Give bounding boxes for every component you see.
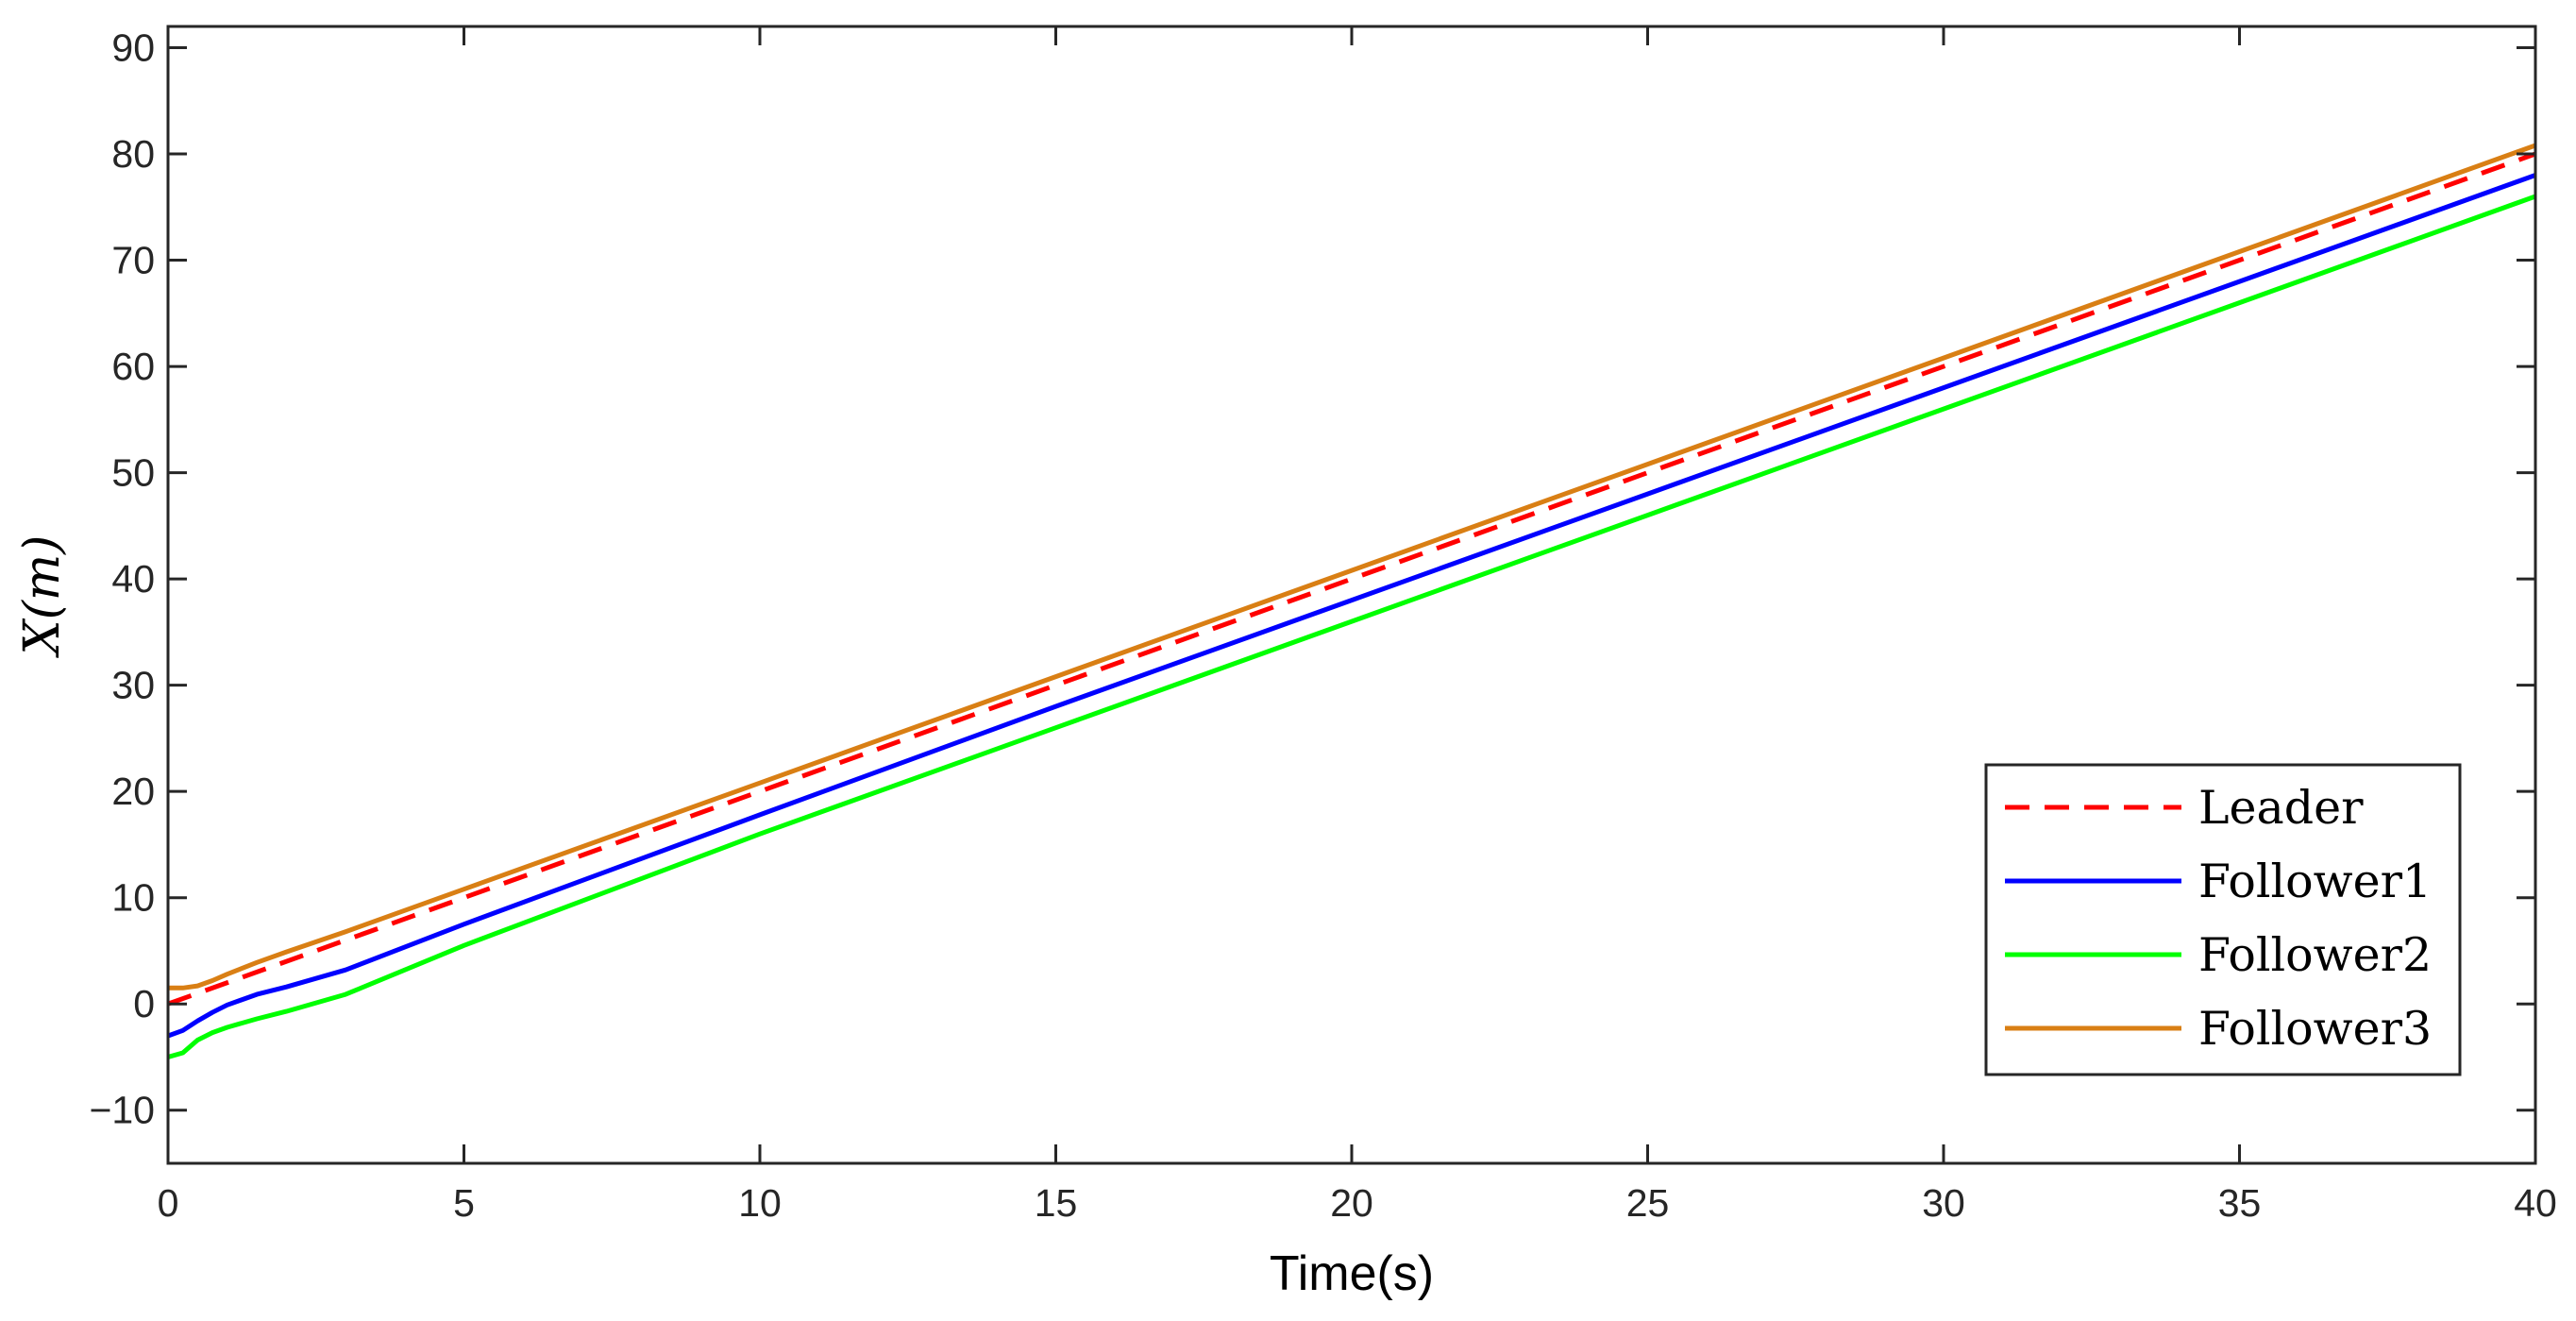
series-line-follower2 [168, 194, 2535, 1059]
y-tick-label: 20 [111, 770, 155, 813]
series-layer [168, 143, 2535, 1059]
y-tick-label: 10 [111, 876, 155, 920]
legend: Leader Follower1 Follower2 Follower3 [1984, 763, 2462, 1076]
x-tick-label: 15 [1035, 1181, 1078, 1225]
y-tick-label: 70 [111, 239, 155, 282]
axis-tick-labels: 0 5 10 15 20 25 30 35 40 −10 0 10 20 30 40 50 60 70 80 90 [89, 26, 2556, 1225]
x-tick-label: 10 [738, 1181, 782, 1225]
y-tick-label: −10 [89, 1089, 155, 1132]
x-tick-label: 30 [1922, 1181, 1965, 1225]
series-line-leader [168, 151, 2535, 1007]
y-tick-label: 90 [111, 26, 155, 70]
series-line-follower1 [168, 173, 2535, 1039]
legend-entry-follower2: Follower2 [2005, 928, 2432, 982]
x-tick-label: 0 [158, 1181, 179, 1225]
legend-label: Follower3 [2198, 1002, 2432, 1056]
y-tick-label: 60 [111, 345, 155, 388]
x-tick-label: 5 [453, 1181, 475, 1225]
series-line-follower3 [168, 143, 2535, 991]
y-tick-label: 30 [111, 664, 155, 707]
x-axis-title: Time(s) [1270, 1246, 1434, 1301]
legend-box [1984, 763, 2462, 1076]
y-tick-label: 80 [111, 132, 155, 176]
y-tick-label: 0 [133, 982, 155, 1025]
legend-label: Follower2 [2198, 928, 2432, 982]
legend-entries: Leader Follower1 Follower2 Follower3 [2005, 781, 2432, 1056]
legend-entry-follower3: Follower3 [2005, 1002, 2432, 1056]
legend-entry-follower1: Follower1 [2005, 855, 2432, 908]
legend-label: Leader [2198, 781, 2364, 835]
x-tick-label: 20 [1330, 1181, 1373, 1225]
x-tick-label: 25 [1626, 1181, 1670, 1225]
y-tick-label: 40 [111, 557, 155, 601]
legend-label: Follower1 [2198, 855, 2432, 908]
x-tick-label: 40 [2514, 1181, 2557, 1225]
legend-entry-leader: Leader [2005, 781, 2364, 835]
y-tick-label: 50 [111, 451, 155, 495]
x-tick-label: 35 [2218, 1181, 2262, 1225]
y-axis-title: X(m) [14, 535, 71, 659]
axis-ticks [166, 26, 2537, 1163]
